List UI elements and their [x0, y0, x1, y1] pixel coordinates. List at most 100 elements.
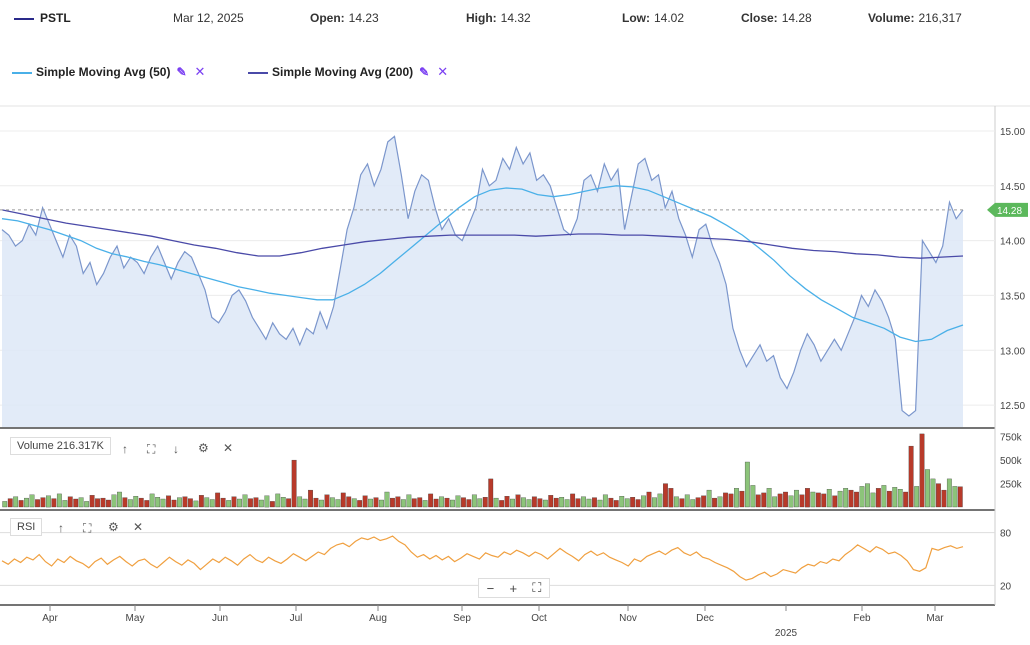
minus-icon[interactable]: −	[486, 580, 495, 596]
open-field: Open: 14.23	[310, 11, 379, 25]
volume-bar	[78, 497, 84, 508]
sma50-label: Simple Moving Avg (50)	[36, 65, 171, 79]
volume-bar	[177, 497, 182, 508]
volume-bar	[537, 498, 543, 508]
volume-bar	[521, 497, 526, 508]
volume-bar	[384, 491, 390, 508]
volume-field: Volume: 216,317	[868, 11, 962, 25]
volume-bar	[95, 498, 100, 508]
x-tick-label: Nov	[619, 613, 637, 624]
expand-icon[interactable]: ⛶	[83, 521, 92, 535]
volume-bar	[215, 492, 221, 508]
volume-bar	[641, 495, 646, 508]
last-price-tag	[987, 202, 1028, 217]
volume-bar	[526, 499, 532, 508]
volume-bar	[684, 494, 690, 508]
volume-bar	[881, 485, 887, 508]
volume-bar	[144, 500, 150, 508]
volume-bar	[581, 496, 586, 508]
price-line	[1, 135, 964, 417]
volume-bar	[231, 496, 237, 508]
y-tick-label: 14.50	[1000, 182, 1025, 193]
volume-bar	[149, 493, 155, 508]
volume-bar	[242, 494, 248, 508]
x-year-label: 2025	[775, 628, 798, 639]
x-tick-label: Mar	[926, 613, 944, 624]
volume-bar	[482, 497, 488, 508]
volume-bar	[122, 497, 128, 508]
pencil-icon[interactable]: ✎	[176, 65, 187, 79]
volume-bar	[368, 498, 373, 508]
plus-icon[interactable]: +	[509, 580, 518, 596]
volume-bar	[444, 497, 450, 508]
y-tick-label: 15.00	[1000, 127, 1025, 138]
volume-bar	[602, 494, 608, 508]
ticker-symbol: PSTL	[14, 11, 71, 25]
arrow-down-icon[interactable]: ↓	[173, 442, 179, 456]
volume-bar	[198, 495, 204, 508]
x-tick-label: May	[126, 613, 145, 624]
x-tick-label: Feb	[853, 613, 871, 624]
volume-bar	[619, 496, 625, 508]
volume-bar	[248, 498, 253, 508]
volume-bar	[357, 500, 363, 508]
volume-bar	[258, 499, 264, 508]
arrow-up-icon[interactable]: ↑	[58, 521, 64, 535]
x-tick-label: Oct	[531, 613, 547, 624]
volume-bar	[690, 499, 696, 508]
volume-bar	[2, 501, 8, 508]
volume-bar	[226, 500, 232, 508]
volume-bar	[100, 497, 106, 508]
volume-bar	[925, 469, 930, 508]
volume-bar	[450, 499, 455, 508]
close-icon[interactable]: ✕	[133, 520, 144, 534]
y-tick-label: 13.00	[1000, 346, 1025, 357]
x-tick-label: Dec	[696, 613, 714, 624]
volume-bar	[499, 500, 505, 508]
volume-bar	[761, 492, 767, 508]
volume-bar	[313, 497, 319, 508]
close-icon[interactable]: ✕	[194, 64, 206, 79]
x-tick-label: Apr	[42, 613, 58, 624]
volume-bar	[919, 433, 925, 508]
volume-bar	[29, 494, 35, 508]
volume-bar	[324, 494, 330, 508]
volume-bar	[559, 497, 565, 508]
close-field: Close: 14.28	[741, 11, 812, 25]
volume-bar	[275, 493, 281, 508]
gear-icon[interactable]: ⚙	[108, 520, 119, 534]
expand-icon[interactable]: ⛶	[147, 442, 156, 456]
volume-value: 216,317	[918, 11, 962, 25]
volume-bar	[493, 497, 499, 508]
volume-bar	[417, 497, 423, 508]
ticker-label: PSTL	[40, 11, 71, 25]
y-tick-label: 750k	[1000, 433, 1023, 444]
arrow-up-icon[interactable]: ↑	[122, 442, 128, 456]
volume-bar	[859, 486, 865, 508]
volume-bar	[488, 478, 494, 508]
volume-bar	[815, 492, 821, 508]
fit-icon[interactable]: ⛶	[532, 580, 542, 595]
volume-bar	[592, 497, 597, 508]
quote-header: PSTL Mar 12, 2025 Open: 14.23 High: 14.32 …	[0, 0, 1030, 40]
volume-bar	[946, 478, 952, 508]
close-icon[interactable]: ✕	[223, 441, 234, 455]
gear-icon[interactable]: ⚙	[198, 441, 209, 455]
volume-bar	[635, 499, 641, 508]
volume-bar	[24, 497, 29, 508]
volume-bar	[892, 487, 898, 508]
low-label: Low:	[622, 11, 650, 25]
close-icon[interactable]: ✕	[437, 64, 449, 79]
volume-bar	[461, 497, 466, 508]
volume-bar	[308, 489, 313, 508]
pencil-icon[interactable]: ✎	[419, 65, 430, 79]
last-price-label: 14.28	[997, 206, 1022, 217]
volume-bar	[608, 497, 614, 508]
x-tick-label: Sep	[453, 613, 471, 624]
open-label: Open:	[310, 11, 345, 25]
volume-bar	[657, 493, 663, 508]
volume-bar	[46, 495, 51, 508]
low-value: 14.02	[654, 11, 685, 25]
volume-bar	[117, 491, 122, 508]
